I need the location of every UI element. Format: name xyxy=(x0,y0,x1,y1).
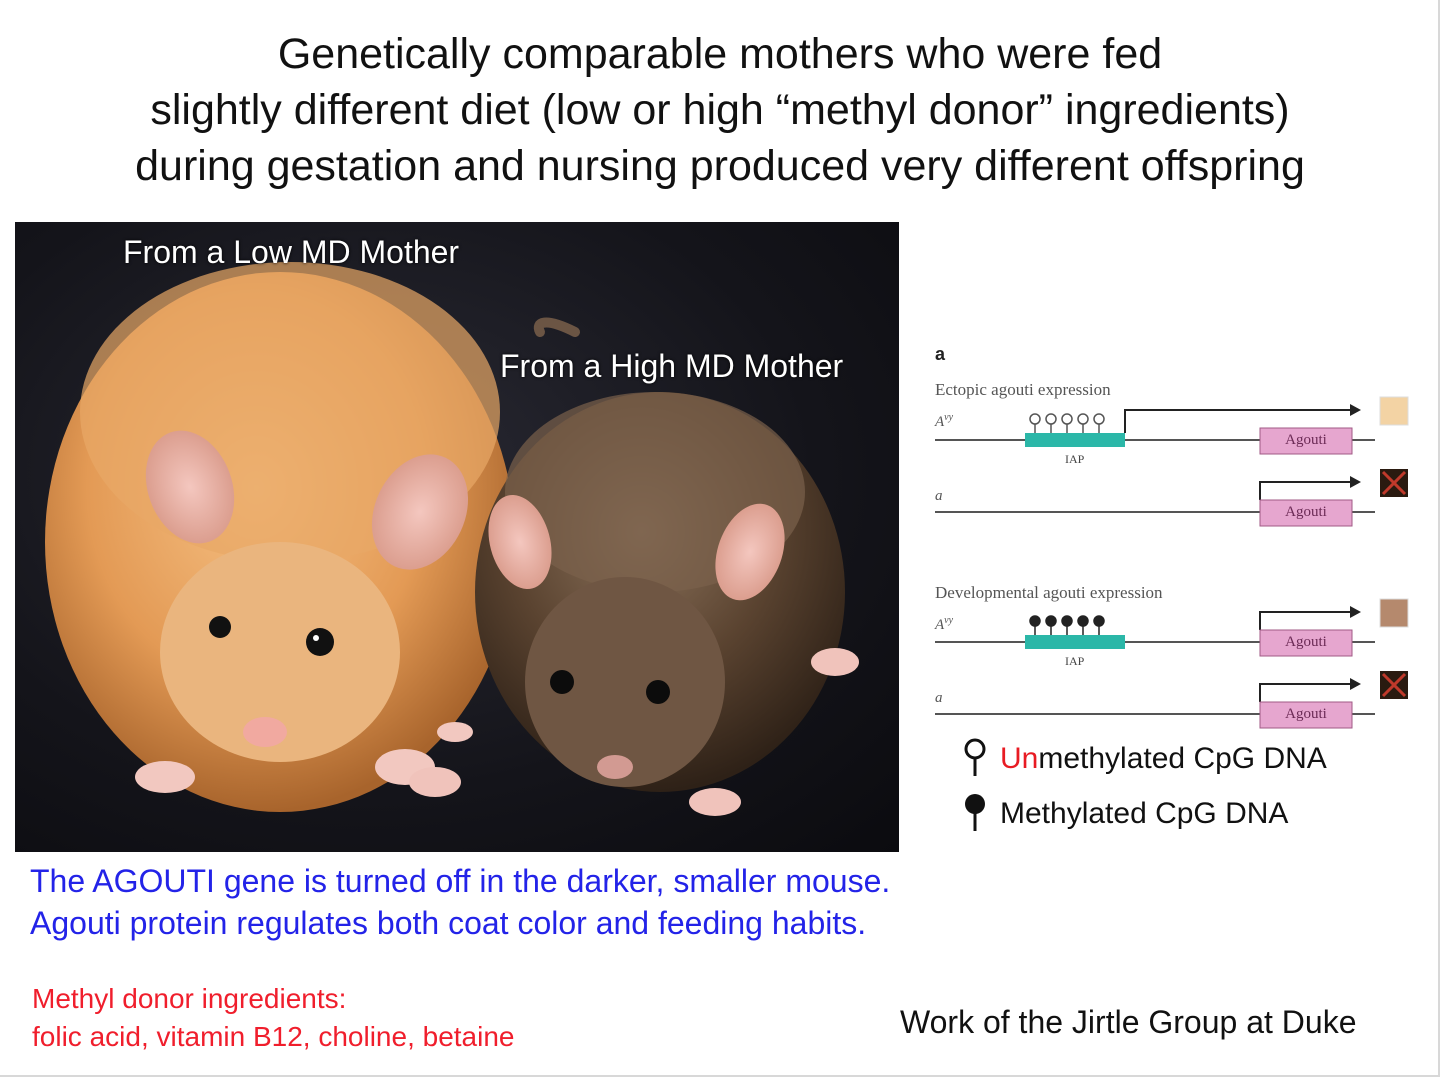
methyl-donor-list: Methyl donor ingredients: folic acid, vi… xyxy=(32,980,515,1056)
ectopic-allele-a: a xyxy=(935,488,943,504)
panel-letter: a xyxy=(935,344,946,364)
label-high-md-mother: From a High MD Mother xyxy=(500,348,844,384)
blue-line-1: The AGOUTI gene is turned off in the dar… xyxy=(30,863,891,899)
brown-mouse xyxy=(409,392,859,816)
developmental-allele-avy: Avy xyxy=(935,615,954,633)
ectopic-title: Ectopic agouti expression xyxy=(935,380,1111,399)
developmental-agouti-bottom: Agouti xyxy=(1285,706,1327,722)
title-line-2: slightly different diet (low or high “me… xyxy=(150,86,1290,134)
ectopic-allele-avy: Avy xyxy=(935,412,954,430)
developmental-agouti-top: Agouti xyxy=(1285,634,1327,650)
agouti-diagram: a Ectopic agouti expression Avy IAP Agou… xyxy=(925,340,1425,740)
legend-methylated-text: Methylated CpG DNA xyxy=(1000,797,1289,830)
red-line-2: folic acid, vitamin B12, choline, betain… xyxy=(32,1021,515,1052)
agouti-diagram-graphic xyxy=(935,396,1409,729)
mouse-photo: From a Low MD Mother From a High MD Moth… xyxy=(15,222,899,852)
title-line-3: during gestation and nursing produced ve… xyxy=(135,142,1305,190)
label-low-md-mother: From a Low MD Mother xyxy=(123,234,460,270)
blue-line-2: Agouti protein regulates both coat color… xyxy=(30,905,867,941)
developmental-title: Developmental agouti expression xyxy=(935,583,1163,602)
legend-un-prefix: Un xyxy=(1000,742,1039,775)
mouse-illustration xyxy=(45,262,859,816)
ectopic-iap-label: IAP xyxy=(1065,452,1085,466)
slide-title: Genetically comparable mothers who were … xyxy=(20,26,1420,194)
red-line-1: Methyl donor ingredients: xyxy=(32,983,347,1014)
ectopic-agouti-bottom: Agouti xyxy=(1285,504,1327,520)
unmethylated-lollipop-icon xyxy=(964,738,986,776)
legend-methylated: Methylated CpG DNA xyxy=(960,793,1288,841)
developmental-allele-a: a xyxy=(935,690,943,706)
legend-unmethylated: Unmethylated CpG DNA xyxy=(960,738,1327,786)
methylated-lollipop-icon xyxy=(965,794,985,831)
credit-line: Work of the Jirtle Group at Duke xyxy=(900,1004,1357,1040)
title-line-1: Genetically comparable mothers who were … xyxy=(277,30,1163,78)
legend-unmethylated-rest: methylated CpG DNA xyxy=(1038,742,1327,775)
ectopic-agouti-top: Agouti xyxy=(1285,432,1327,448)
agouti-explanation: The AGOUTI gene is turned off in the dar… xyxy=(30,860,890,944)
yellow-mouse xyxy=(45,262,515,812)
developmental-iap-label: IAP xyxy=(1065,654,1085,668)
